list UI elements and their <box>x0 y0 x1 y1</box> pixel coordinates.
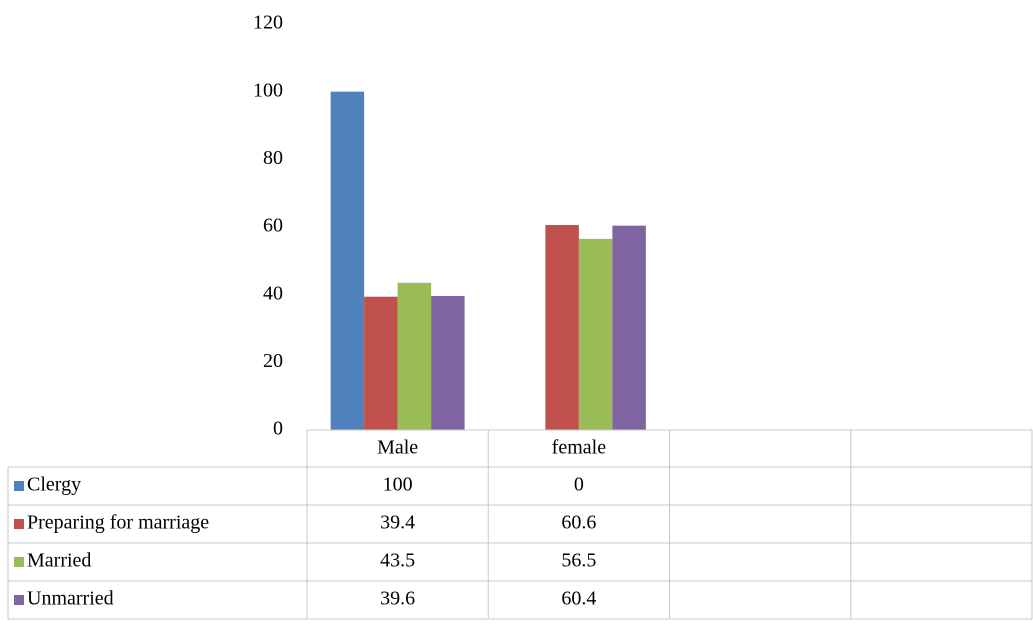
table-value: 39.4 <box>380 512 415 534</box>
x-tick-label: Male <box>377 437 418 459</box>
bar <box>364 296 398 430</box>
bar <box>397 282 432 430</box>
y-tick-label: 80 <box>263 147 283 169</box>
legend-key <box>14 595 24 605</box>
x-tick-label: female <box>552 437 607 459</box>
legend-key <box>14 481 24 491</box>
table-value: 60.4 <box>561 588 596 610</box>
legend-label: Unmarried <box>27 588 114 610</box>
y-tick-label: 100 <box>253 79 283 101</box>
bar <box>612 225 646 430</box>
bar <box>431 296 465 430</box>
bar <box>545 224 579 430</box>
y-tick-label: 120 <box>253 12 283 34</box>
table-value: 43.5 <box>380 550 415 572</box>
y-tick-label: 20 <box>263 350 283 372</box>
bar <box>330 91 365 431</box>
y-tick-label: 40 <box>263 282 283 304</box>
table-value: 39.6 <box>380 588 415 610</box>
bar <box>578 238 613 430</box>
table-value: 60.6 <box>561 512 596 534</box>
table-value: 100 <box>383 474 413 496</box>
legend-label: Clergy <box>27 474 81 496</box>
y-tick-label: 60 <box>263 215 283 237</box>
legend-label: Preparing for marriage <box>27 512 209 534</box>
legend-key <box>14 557 24 567</box>
table-value: 56.5 <box>561 550 596 572</box>
table-value: 0 <box>574 474 584 496</box>
legend-label: Married <box>27 550 91 572</box>
y-tick-label: 0 <box>273 418 283 440</box>
legend-key <box>14 519 24 529</box>
